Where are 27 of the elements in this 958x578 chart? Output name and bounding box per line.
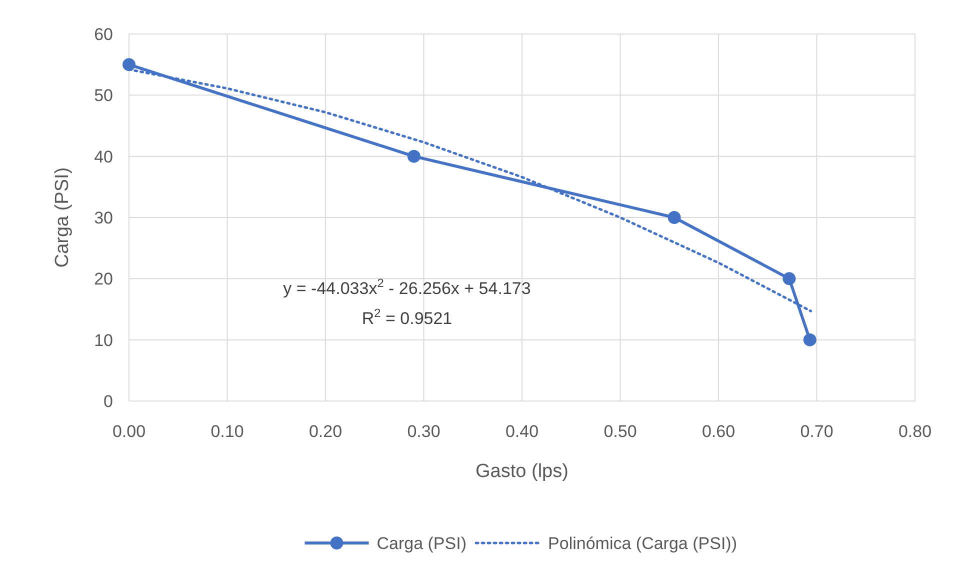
- annotation: y = -44.033x$^{2}$ - 26.256x + 54.173: [283, 276, 531, 298]
- x-tick-label: 0.30: [407, 422, 440, 441]
- x-axis-title: Gasto (lps): [476, 461, 568, 482]
- x-tick-label: 0.70: [800, 422, 834, 441]
- point: [668, 211, 681, 224]
- x-tick-label: 0.10: [210, 422, 244, 441]
- point: [803, 333, 816, 346]
- y-tick-label: 20: [94, 270, 113, 289]
- x-tick-label: 0.00: [112, 422, 146, 441]
- point: [122, 58, 136, 72]
- y-axis-title: Carga (PSI): [52, 167, 73, 268]
- legend-label: Carga (PSI): [376, 534, 466, 553]
- y-tick-label: 30: [94, 208, 113, 228]
- x-tick-label: 0.20: [308, 422, 342, 441]
- x-tick-label: 0.60: [702, 422, 736, 441]
- x-tick-label: 0.50: [604, 422, 637, 441]
- x-tick-label: 0.80: [898, 422, 932, 441]
- point: [782, 272, 796, 286]
- y-tick-label: 10: [94, 330, 113, 350]
- x-tick-label: 0.40: [505, 422, 539, 441]
- y-tick-label: 50: [94, 86, 113, 106]
- annotation: R$^{2}$ = 0.9521: [362, 306, 452, 328]
- legend-label: Polinómica (Carga (PSI)): [548, 534, 738, 553]
- y-tick-label: 40: [94, 147, 113, 166]
- y-tick-label: 0: [104, 392, 113, 411]
- point: [407, 150, 420, 163]
- y-tick-label: 60: [94, 24, 113, 44]
